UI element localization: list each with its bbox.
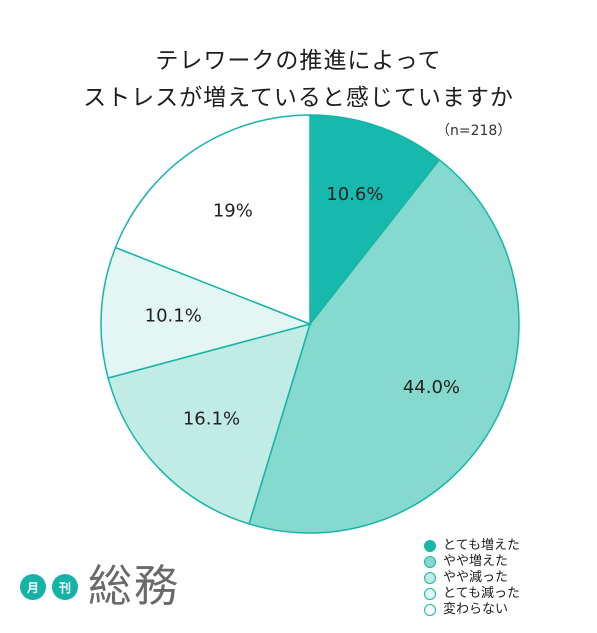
logo: 月 刊 総務: [20, 557, 180, 617]
pie-slice-0: [309, 114, 441, 327]
legend-label-0: とても増えた: [443, 538, 520, 553]
legend-label-4: 変わらない: [443, 602, 509, 617]
legend-label-2: やや減った: [443, 570, 509, 585]
pie-slice-label-0: 10.6%: [326, 184, 383, 205]
pie-slice-label-2: 16.1%: [183, 409, 240, 430]
logo-badge-issue: 刊: [52, 574, 78, 600]
sample-size-note: （n=218）: [436, 123, 512, 139]
legend-item-0: とても増えた: [424, 538, 520, 554]
legend-swatch-4: [424, 604, 436, 616]
legend: とても増えた やや増えた やや減った とても減った 変わらない: [424, 538, 520, 618]
pie-slice-2: [107, 322, 312, 525]
legend-swatch-1: [424, 556, 436, 568]
chart-title-line-1: テレワークの推進によって: [155, 48, 442, 74]
legend-item-4: 変わらない: [424, 602, 520, 618]
logo-name: 総務: [88, 561, 180, 612]
pie-slice-label-3: 10.1%: [145, 306, 202, 327]
pie-slice-label-4: 19%: [213, 200, 253, 221]
pie-slice-4: [114, 114, 311, 326]
legend-item-1: やや増えた: [424, 554, 520, 570]
legend-item-3: とても減った: [424, 586, 520, 602]
pie-slice-3: [100, 246, 313, 379]
legend-swatch-2: [424, 572, 436, 584]
legend-label-3: とても減った: [443, 586, 520, 601]
legend-label-1: やや増えた: [443, 554, 509, 569]
pie-slice-label-1: 44.0%: [403, 377, 460, 398]
legend-item-2: やや減った: [424, 570, 520, 586]
logo-badge-month: 月: [20, 574, 46, 600]
legend-swatch-0: [424, 540, 436, 552]
pie-slice-1: [248, 158, 520, 534]
chart-title-line-2: ストレスが増えていると感じていますか: [83, 85, 514, 111]
legend-swatch-3: [424, 588, 436, 600]
